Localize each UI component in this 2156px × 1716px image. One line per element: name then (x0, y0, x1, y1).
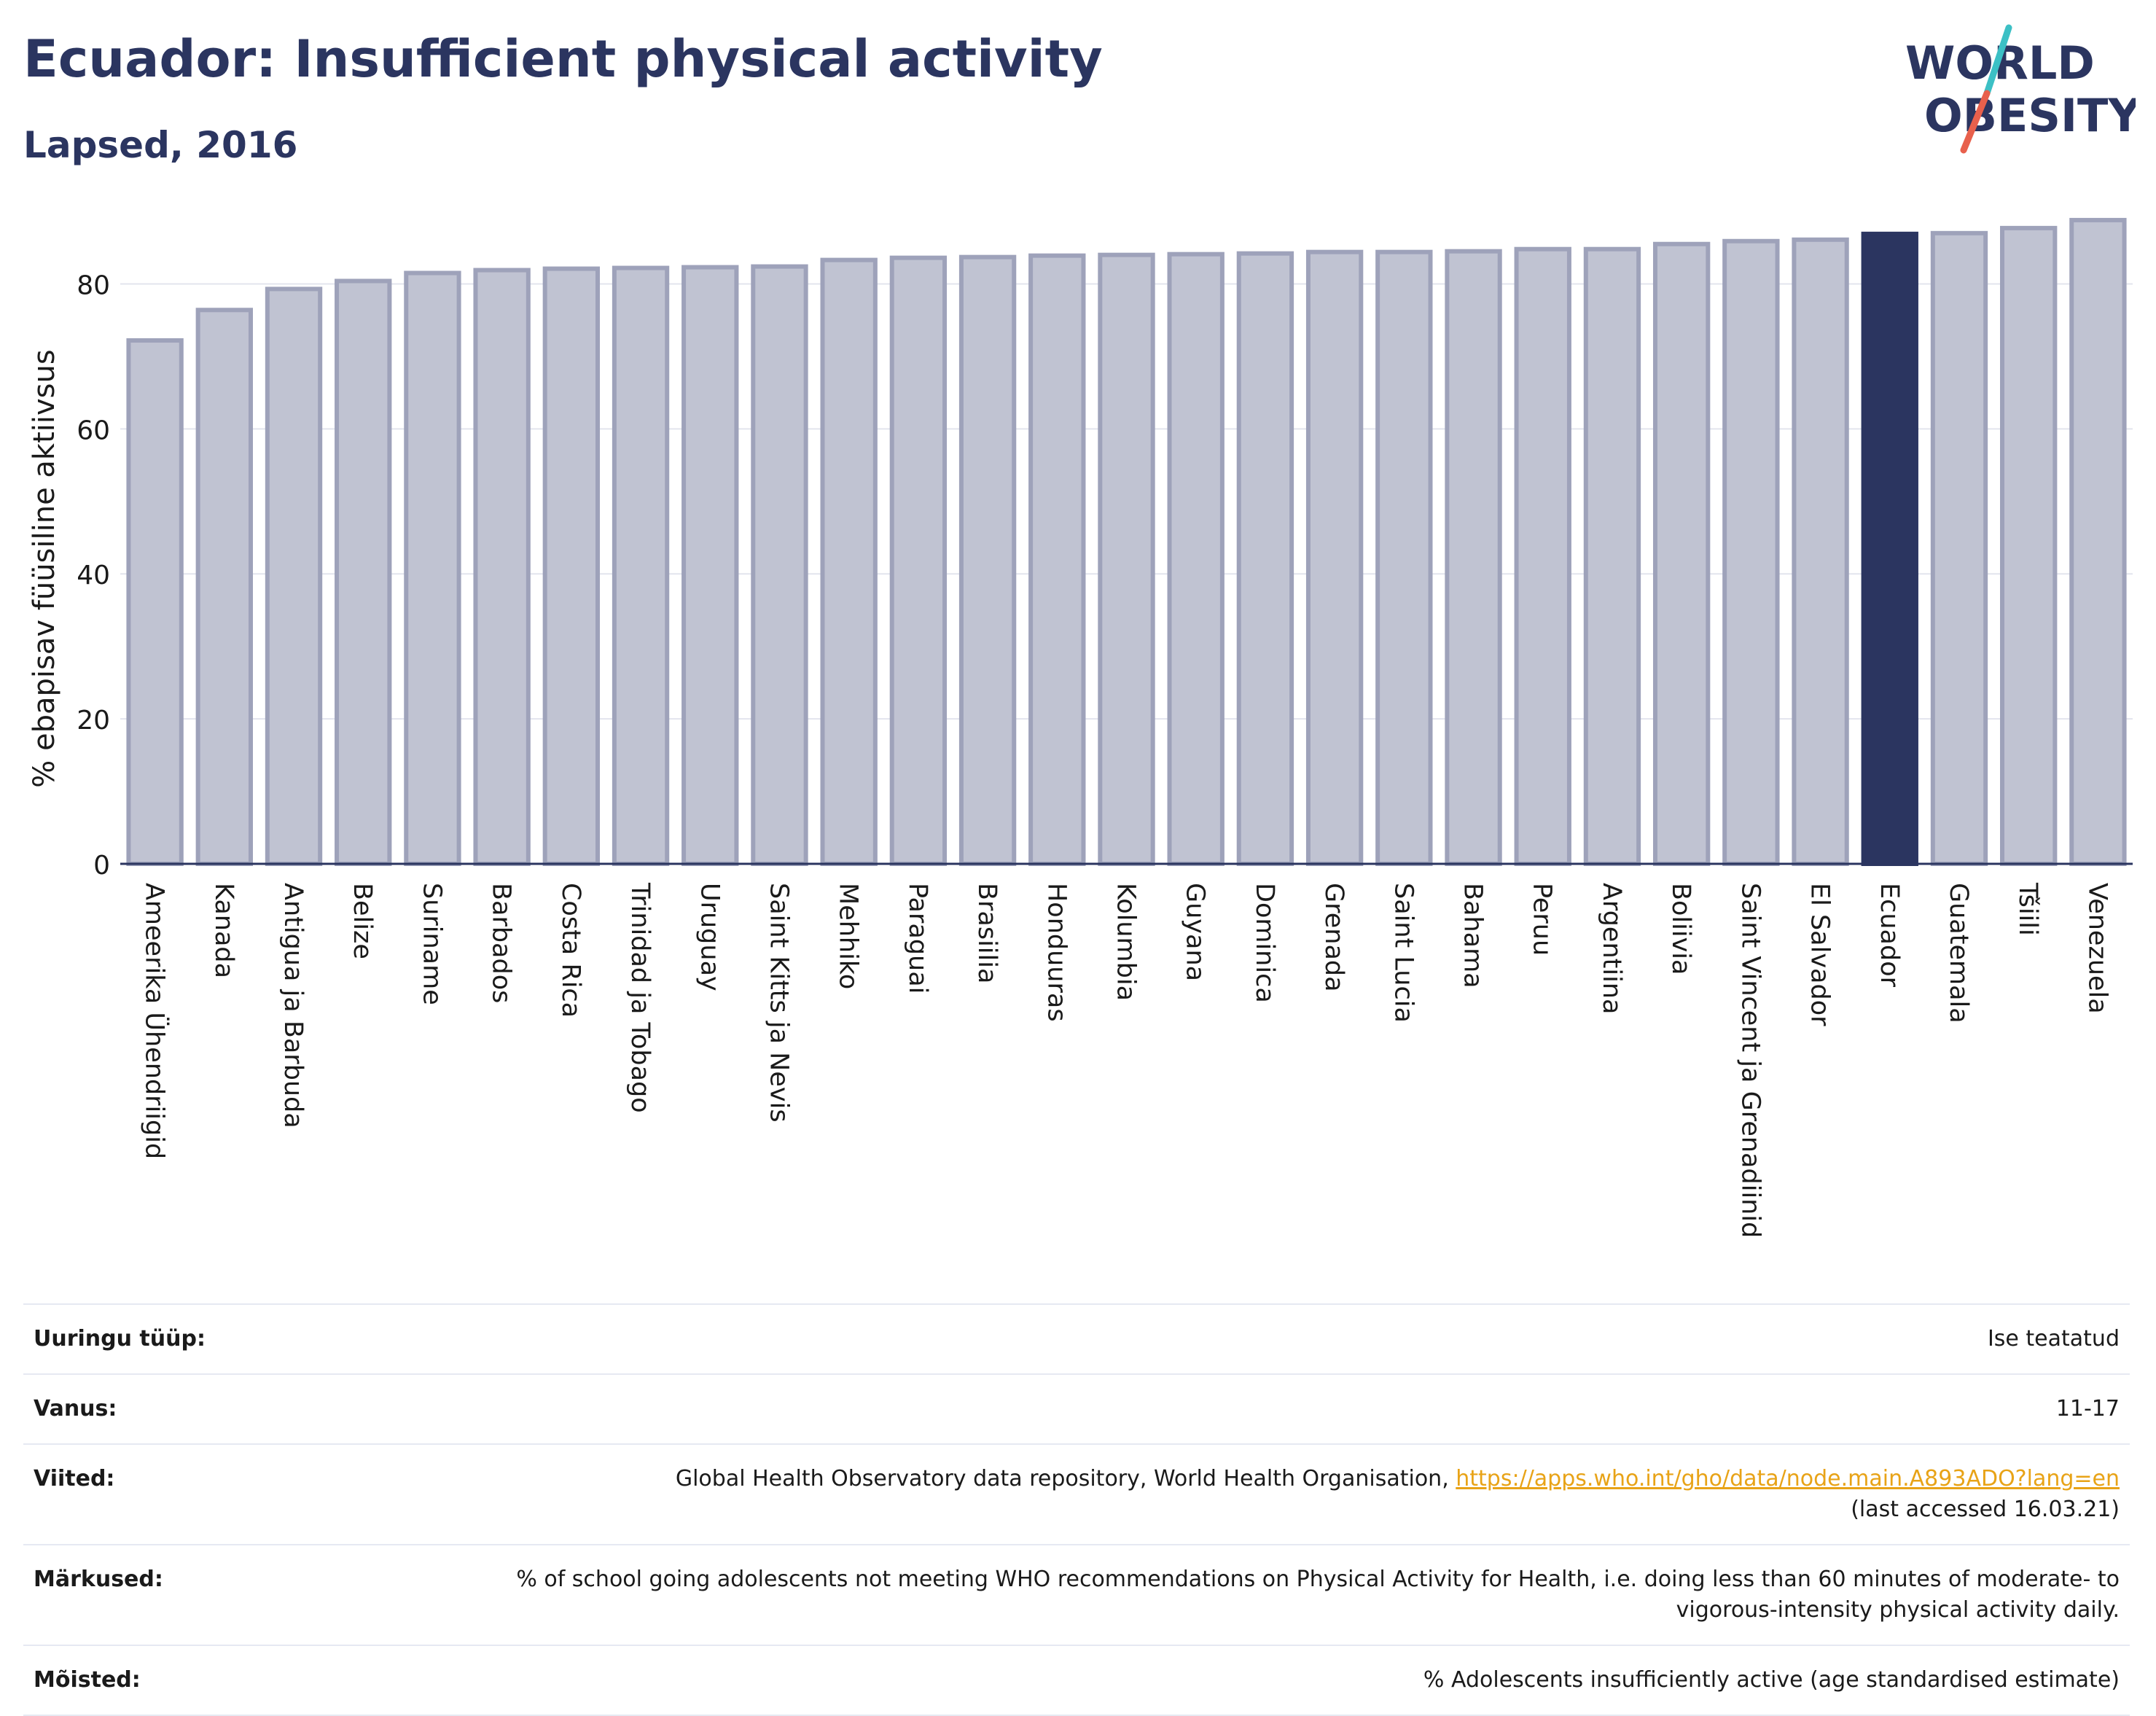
x-tick-label: Suriname (417, 883, 446, 1005)
bar-uruguay (681, 265, 739, 867)
bar-argentiina (1583, 246, 1641, 866)
x-tick-label: Trinidad ja Tobago (625, 882, 655, 1113)
page-title: Ecuador: Insufficient physical activity (23, 29, 1103, 89)
bar-saint-vincent-ja-grenadiinid (1722, 238, 1780, 866)
info-value: % Adolescents insufficiently active (age… (481, 1645, 2130, 1716)
info-value: Ise teatatud (481, 1303, 2130, 1374)
info-value: 11-17 (481, 1373, 2130, 1444)
y-tick-labels: 0 20 40 60 80 (77, 270, 110, 881)
logo-slash-teal (1983, 24, 2012, 97)
x-tick-label: Mehhiko (834, 883, 863, 989)
bar-honduuras (1028, 253, 1086, 866)
bar-t-iili (2000, 225, 2058, 867)
bar-ameerika-hendriigid (126, 338, 184, 866)
info-key: Mõisted: (23, 1645, 481, 1716)
bar-guyana (1167, 251, 1225, 866)
info-value: Global Health Observatory data repositor… (481, 1443, 2130, 1545)
bar-guatemala (1930, 230, 1988, 867)
bar-chart: Ameerika Ühendriigid Kanada Antigua ja Bar… (28, 217, 2133, 1238)
y-tick-label: 60 (77, 416, 110, 445)
bar-el-salvador (1792, 237, 1849, 866)
x-tick-label: Brasiilia (972, 883, 1001, 983)
x-tick-label: Antigua ja Barbuda (278, 883, 308, 1128)
x-tick-labels: Ameerika Ühendriigid Kanada Antigua ja Bar… (140, 882, 2112, 1238)
x-tick-label: Dominica (1250, 883, 1279, 1003)
x-tick-label: Saint Lucia (1388, 883, 1418, 1023)
bar-paraguai (889, 255, 948, 866)
bar-peruu (1514, 246, 1571, 866)
info-row-age: Vanus: 11-17 (23, 1373, 2130, 1444)
bar-saint-kitts-ja-nevis (751, 264, 808, 867)
bar-barbados (473, 268, 531, 866)
x-tick-label: Barbados (487, 883, 516, 1003)
y-tick-label: 80 (77, 270, 110, 300)
bar-ecuador (1861, 231, 1918, 867)
logo-slash-coral (1960, 90, 1991, 154)
bar-venezuela (2069, 217, 2127, 866)
bar-mehhiko (820, 257, 878, 866)
y-tick-label: 20 (77, 706, 110, 736)
bar-grenada (1305, 249, 1364, 866)
info-row-survey-type: Uuringu tüüp: Ise teatatud (23, 1303, 2130, 1374)
x-tick-label: Kanada (209, 883, 238, 978)
bar-trinidad-ja-tobago (612, 265, 670, 867)
info-value: % of school going adolescents not meetin… (481, 1544, 2130, 1645)
x-tick-label: Honduuras (1042, 883, 1071, 1022)
page-subtitle: Lapsed, 2016 (23, 124, 298, 166)
x-tick-label: Paraguai (903, 883, 932, 994)
bars (126, 217, 2127, 867)
x-tick-label: Peruu (1528, 883, 1557, 956)
bar-costa-rica (542, 266, 601, 866)
x-tick-label: Saint Kitts ja Nevis (764, 883, 793, 1123)
x-tick-label: Tšiili (2013, 882, 2042, 936)
world-obesity-logo: WORLD OBESITY (1905, 24, 2136, 154)
bar-boliivia (1652, 241, 1711, 866)
info-row-notes: Märkused: % of school going adolescents … (23, 1544, 2130, 1645)
info-table: Uuringu tüüp: Ise teatatud Vanus: 11-17 … (23, 1303, 2130, 1716)
reference-accessed: (last accessed 16.03.21) (1851, 1497, 2120, 1522)
bar-brasiilia (958, 254, 1017, 866)
bar-kolumbia (1098, 252, 1155, 866)
info-key: Vanus: (23, 1373, 481, 1444)
bar-belize (335, 278, 392, 866)
y-axis-label: % ebapisav füüsiline aktiivsus (28, 349, 61, 787)
bar-saint-lucia (1375, 249, 1433, 866)
x-tick-label: Guyana (1181, 883, 1210, 981)
y-tick-label: 40 (77, 561, 110, 590)
info-key: Märkused: (23, 1544, 481, 1645)
bar-dominica (1236, 251, 1294, 866)
reference-text: Global Health Observatory data repositor… (675, 1466, 1456, 1491)
x-tick-label: Ameerika Ühendriigid (140, 883, 171, 1159)
x-tick-label: Costa Rica (556, 883, 585, 1018)
x-tick-label: Venezuela (2082, 883, 2112, 1014)
x-tick-label: Guatemala (1944, 883, 1973, 1023)
info-key: Uuringu tüüp: (23, 1303, 481, 1374)
bar-antigua-ja-barbuda (265, 286, 323, 866)
bar-bahama (1445, 249, 1502, 866)
info-row-references: Viited: Global Health Observatory data r… (23, 1443, 2130, 1545)
bar-kanada (195, 308, 253, 866)
x-tick-label: Kolumbia (1112, 883, 1141, 1001)
x-tick-label: Uruguay (695, 883, 724, 991)
reference-link[interactable]: https://apps.who.int/gho/data/node.main.… (1456, 1466, 2120, 1491)
x-tick-label: Saint Vincent ja Grenadiinid (1735, 883, 1765, 1238)
info-key: Viited: (23, 1443, 481, 1545)
y-tick-label: 0 (93, 851, 110, 881)
x-tick-label: El Salvador (1805, 883, 1835, 1026)
x-tick-label: Argentiina (1597, 883, 1626, 1014)
x-tick-label: Belize (348, 883, 377, 959)
logo-text-obesity: OBESITY (1924, 89, 2136, 142)
bar-suriname (404, 270, 461, 866)
x-tick-label: Bahama (1458, 883, 1488, 988)
x-tick-label: Grenada (1319, 883, 1348, 992)
info-row-definitions: Mõisted: % Adolescents insufficiently ac… (23, 1645, 2130, 1716)
x-tick-label: Boliivia (1666, 883, 1695, 975)
x-tick-label: Ecuador (1875, 883, 1904, 988)
